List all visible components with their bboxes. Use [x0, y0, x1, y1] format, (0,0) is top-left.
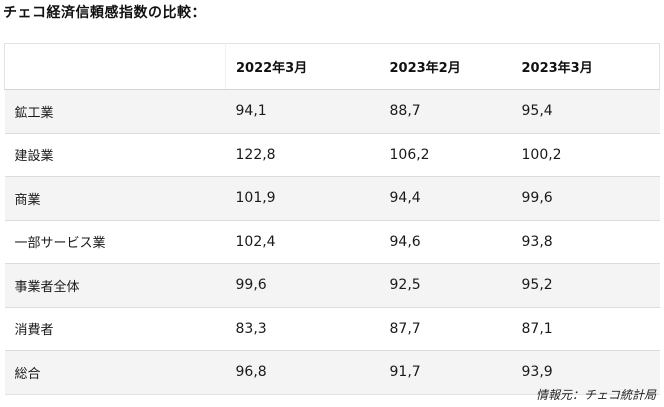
cell-value: 87,1	[511, 306, 660, 351]
row-label: 総合	[4, 350, 226, 395]
row-label: 商業	[4, 176, 226, 220]
row-label: 事業者全体	[4, 263, 226, 307]
cell-value: 93,8	[511, 219, 660, 264]
cell-value: 94,6	[379, 219, 512, 264]
confidence-index-table: 2022年3月 2023年2月 2023年3月 鉱工業 94,1 88,7 95…	[4, 43, 660, 395]
table-row: 一部サービス業 102,4 94,6 93,8	[4, 219, 660, 264]
row-label: 建設業	[4, 132, 226, 177]
cell-value: 88,7	[379, 89, 512, 133]
header-2023-02: 2023年2月	[379, 43, 512, 90]
cell-value: 99,6	[511, 176, 660, 220]
table-row: 鉱工業 94,1 88,7 95,4	[4, 89, 660, 133]
header-blank-cell	[4, 43, 226, 90]
cell-value: 102,4	[225, 219, 380, 264]
cell-value: 106,2	[379, 132, 512, 177]
page-title: チェコ経済信頼感指数の比較：	[3, 5, 206, 21]
row-label: 消費者	[4, 306, 226, 351]
cell-value: 100,2	[511, 132, 660, 177]
cell-value: 87,7	[379, 306, 512, 351]
cell-value: 101,9	[225, 176, 380, 220]
table-row: 消費者 83,3 87,7 87,1	[4, 306, 660, 351]
cell-value: 92,5	[379, 263, 512, 307]
cell-value: 91,7	[379, 350, 512, 395]
row-label: 鉱工業	[4, 89, 226, 133]
cell-value: 83,3	[225, 306, 380, 351]
table-row: 事業者全体 99,6 92,5 95,2	[4, 263, 660, 307]
confidence-table-container: 2022年3月 2023年2月 2023年3月 鉱工業 94,1 88,7 95…	[4, 43, 660, 395]
table-row: 総合 96,8 91,7 93,9	[4, 350, 660, 395]
table-row: 建設業 122,8 106,2 100,2	[4, 132, 660, 177]
cell-value: 94,1	[225, 89, 380, 133]
cell-value: 93,9	[511, 350, 660, 395]
cell-value: 95,2	[511, 263, 660, 307]
source-note: 情報元：チェコ統計局	[535, 388, 656, 402]
cell-value: 94,4	[379, 176, 512, 220]
cell-value: 99,6	[225, 263, 380, 307]
table-row: 商業 101,9 94,4 99,6	[4, 176, 660, 220]
header-2022-03: 2022年3月	[225, 43, 380, 90]
row-label: 一部サービス業	[4, 219, 226, 264]
cell-value: 122,8	[225, 132, 380, 177]
cell-value: 95,4	[511, 89, 660, 133]
cell-value: 96,8	[225, 350, 380, 395]
table-header-row: 2022年3月 2023年2月 2023年3月	[4, 43, 660, 90]
header-2023-03: 2023年3月	[511, 43, 660, 90]
